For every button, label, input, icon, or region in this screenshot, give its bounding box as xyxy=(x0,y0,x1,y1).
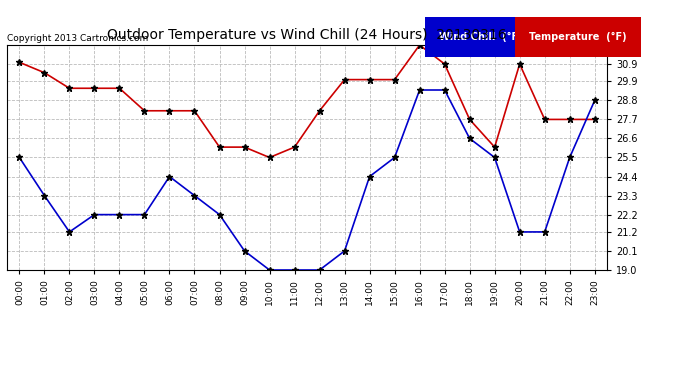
Text: Wind Chill  (°F): Wind Chill (°F) xyxy=(439,32,523,42)
Title: Outdoor Temperature vs Wind Chill (24 Hours)  20130316: Outdoor Temperature vs Wind Chill (24 Ho… xyxy=(107,28,507,42)
Text: Copyright 2013 Cartronics.com: Copyright 2013 Cartronics.com xyxy=(7,34,148,43)
Text: Temperature  (°F): Temperature (°F) xyxy=(529,32,627,42)
